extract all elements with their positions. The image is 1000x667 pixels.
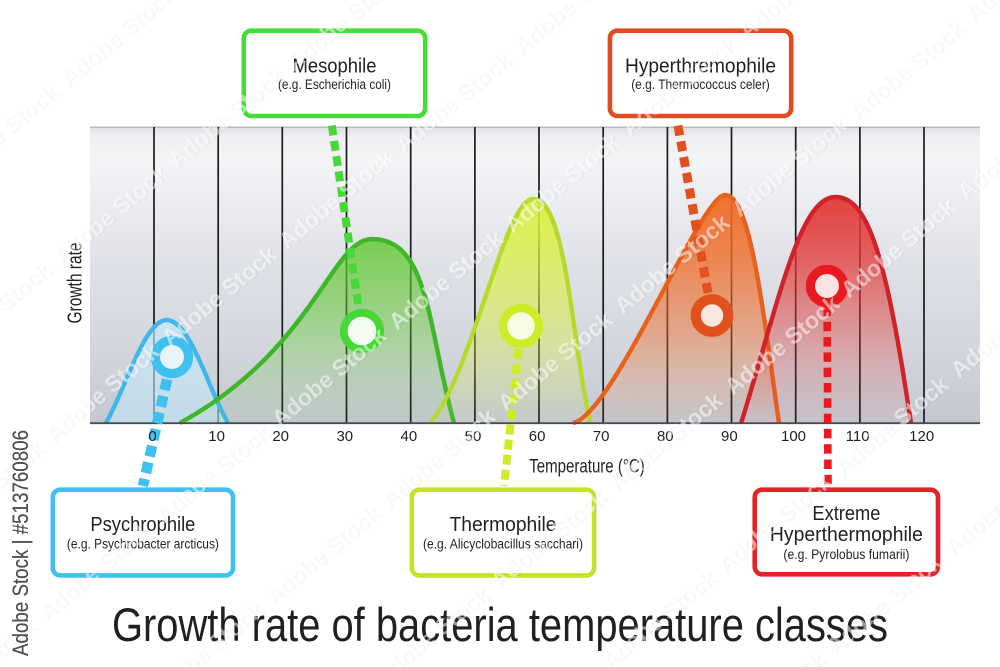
svg-text:(e.g. Pyrolobus fumarii): (e.g. Pyrolobus fumarii)	[783, 547, 909, 562]
svg-text:Mesophile: Mesophile	[293, 55, 377, 78]
svg-text:90: 90	[721, 428, 738, 445]
svg-text:Hyperthremophile: Hyperthremophile	[625, 55, 776, 78]
svg-text:50: 50	[465, 428, 482, 445]
svg-text:Hyperthermophile: Hyperthermophile	[770, 523, 923, 546]
svg-text:20: 20	[272, 428, 289, 445]
svg-text:60: 60	[529, 428, 546, 445]
svg-text:Growth rate: Growth rate	[65, 243, 87, 324]
svg-text:Extreme: Extreme	[812, 502, 880, 525]
svg-text:80: 80	[657, 428, 674, 445]
svg-text:(e.g. Alicyclobacillus sacchar: (e.g. Alicyclobacillus sacchari)	[423, 537, 583, 552]
svg-text:120: 120	[909, 428, 934, 445]
svg-text:Thermophile: Thermophile	[450, 513, 557, 536]
svg-text:Psychrophile: Psychrophile	[90, 513, 195, 536]
svg-text:40: 40	[401, 428, 418, 445]
svg-text:Temperature (°C): Temperature (°C)	[529, 456, 645, 477]
svg-text:10: 10	[208, 428, 225, 445]
svg-text:Growth rate of bacteria temper: Growth rate of bacteria temperature clas…	[112, 599, 888, 652]
svg-text:(e.g. Psychrobacter arcticus): (e.g. Psychrobacter arcticus)	[67, 537, 219, 552]
svg-text:(e.g. Escherichia coli): (e.g. Escherichia coli)	[278, 77, 391, 92]
svg-text:Adobe Stock | #513760806: Adobe Stock | #513760806	[8, 430, 33, 656]
svg-text:70: 70	[593, 428, 610, 445]
svg-text:(e.g. Thermococcus celer): (e.g. Thermococcus celer)	[631, 77, 770, 92]
svg-text:30: 30	[336, 428, 353, 445]
svg-text:110: 110	[846, 428, 870, 445]
svg-text:Adobe Stock | #513760806: Adobe Stock | #513760806	[8, 430, 33, 656]
svg-text:0: 0	[148, 428, 156, 445]
svg-text:100: 100	[781, 428, 806, 445]
